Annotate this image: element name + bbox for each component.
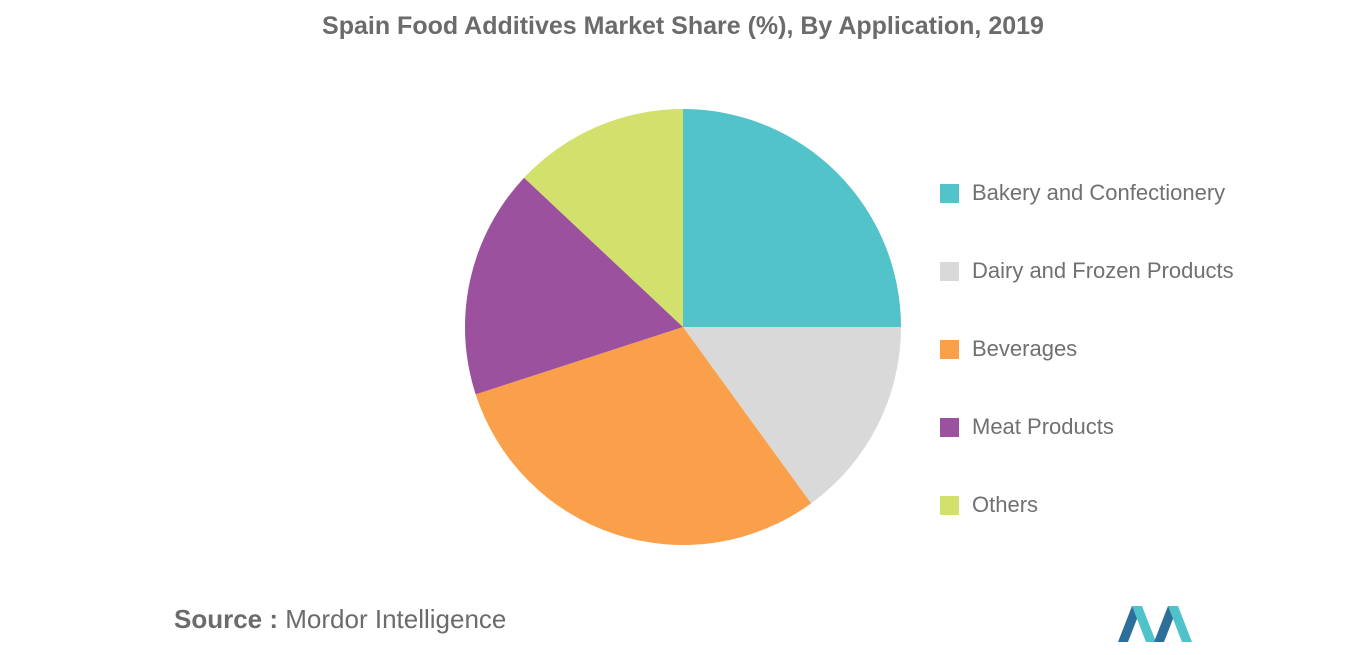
source-label: Source : bbox=[174, 604, 279, 634]
pie-slice-dairy[interactable] bbox=[683, 327, 901, 504]
legend-label: Dairy and Frozen Products bbox=[972, 258, 1234, 283]
pie-slice-beverages[interactable] bbox=[475, 327, 812, 546]
legend-label: Others bbox=[972, 492, 1039, 517]
legend-label: Beverages bbox=[972, 336, 1078, 361]
legend-label: Bakery and Confectionery bbox=[972, 180, 1226, 205]
pie-slice-bakery[interactable] bbox=[683, 109, 901, 327]
legend-swatch bbox=[940, 495, 959, 515]
legend: Bakery and Confectionery Dairy and Froze… bbox=[940, 154, 1234, 544]
source-note: Source : Mordor Intelligence bbox=[174, 604, 506, 635]
mordor-intelligence-logo-icon bbox=[1118, 606, 1192, 642]
pie-slice-meat[interactable] bbox=[465, 177, 683, 395]
source-text: Mordor Intelligence bbox=[285, 604, 507, 634]
legend-swatch bbox=[940, 417, 959, 437]
pie-slice-others[interactable] bbox=[524, 109, 683, 327]
legend-item-meat[interactable]: Meat Products bbox=[940, 388, 1234, 466]
legend-item-dairy[interactable]: Dairy and Frozen Products bbox=[940, 232, 1234, 310]
legend-swatch bbox=[940, 183, 959, 203]
legend-item-others[interactable]: Others bbox=[940, 466, 1234, 544]
legend-item-beverages[interactable]: Beverages bbox=[940, 310, 1234, 388]
chart-title: Spain Food Additives Market Share (%), B… bbox=[322, 12, 1044, 40]
legend-item-bakery[interactable]: Bakery and Confectionery bbox=[940, 154, 1234, 232]
legend-swatch bbox=[940, 261, 959, 281]
pie-slices bbox=[465, 109, 901, 546]
legend-label: Meat Products bbox=[972, 414, 1114, 439]
legend-swatch bbox=[940, 339, 959, 359]
